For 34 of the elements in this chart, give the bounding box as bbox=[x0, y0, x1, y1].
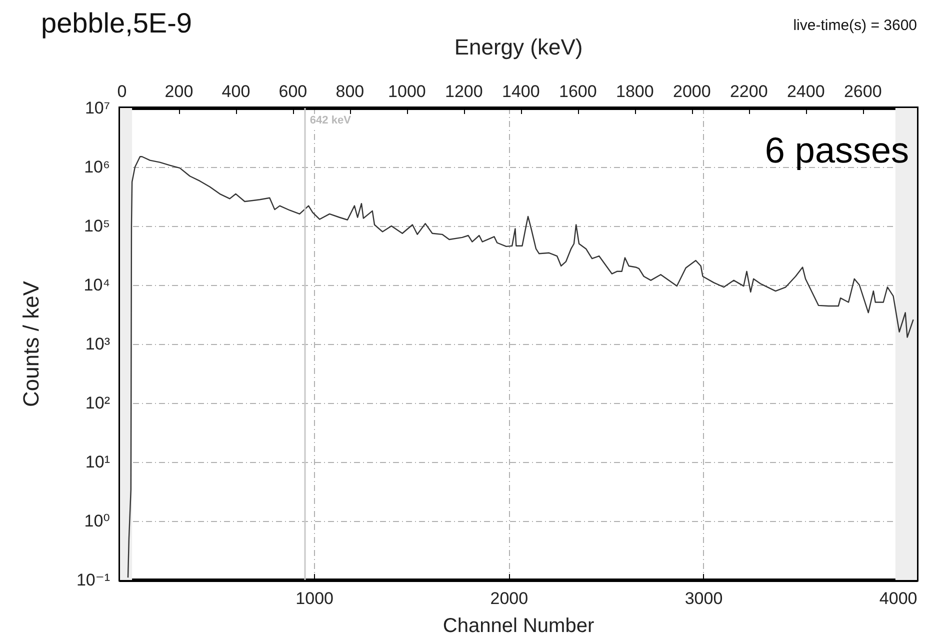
y-tick-label: 10⁷ bbox=[84, 98, 110, 118]
x2-tick-label: 2200 bbox=[730, 82, 768, 101]
x2-tick-label: 1200 bbox=[445, 82, 483, 101]
y-tick-label: 10² bbox=[85, 394, 110, 412]
x2-tick-label: 2600 bbox=[844, 82, 882, 101]
y-tick-label: 10⁶ bbox=[84, 158, 110, 176]
x2-tick-label: 400 bbox=[222, 82, 250, 101]
x2-tick-label: 200 bbox=[164, 82, 194, 101]
x2-tick-label: 2000 bbox=[672, 82, 711, 101]
x2-tick-label: 0 bbox=[117, 82, 127, 101]
annotation: 6 passes bbox=[764, 130, 910, 170]
x2-tick-label: 800 bbox=[336, 82, 364, 101]
y-tick-label: 10⁰ bbox=[84, 512, 110, 530]
x2-tick-label: 2400 bbox=[786, 82, 825, 101]
chart-title: pebble,5E-9 bbox=[41, 8, 192, 38]
y-tick-label: 10³ bbox=[85, 334, 110, 354]
x-tick-label: 4000 bbox=[879, 589, 918, 608]
x2-tick-label: 1400 bbox=[502, 82, 540, 101]
y-tick-label: 10⁵ bbox=[84, 216, 110, 236]
x-axis-title: Channel Number bbox=[442, 615, 594, 637]
y-axis-title: Counts / keV bbox=[18, 280, 44, 407]
x2-tick-label: 1600 bbox=[559, 82, 597, 101]
text: live-time(s) = 3600 bbox=[793, 17, 918, 34]
y-tick-label: 10⁻¹ bbox=[76, 570, 110, 590]
x2-tick-label: 600 bbox=[278, 82, 308, 101]
x2-axis-title: Energy (keV) bbox=[454, 34, 583, 60]
x-tick-label: 1000 bbox=[296, 589, 334, 608]
y-tick-label: 10⁴ bbox=[84, 276, 110, 294]
x2-tick-label: 1800 bbox=[616, 82, 654, 101]
x-tick-label: 3000 bbox=[684, 589, 723, 608]
x2-tick-label: 1000 bbox=[388, 82, 426, 101]
ref-line-label: 642 keV bbox=[310, 114, 352, 126]
y-tick-label: 10¹ bbox=[85, 452, 110, 472]
x-tick-label: 2000 bbox=[490, 589, 528, 608]
